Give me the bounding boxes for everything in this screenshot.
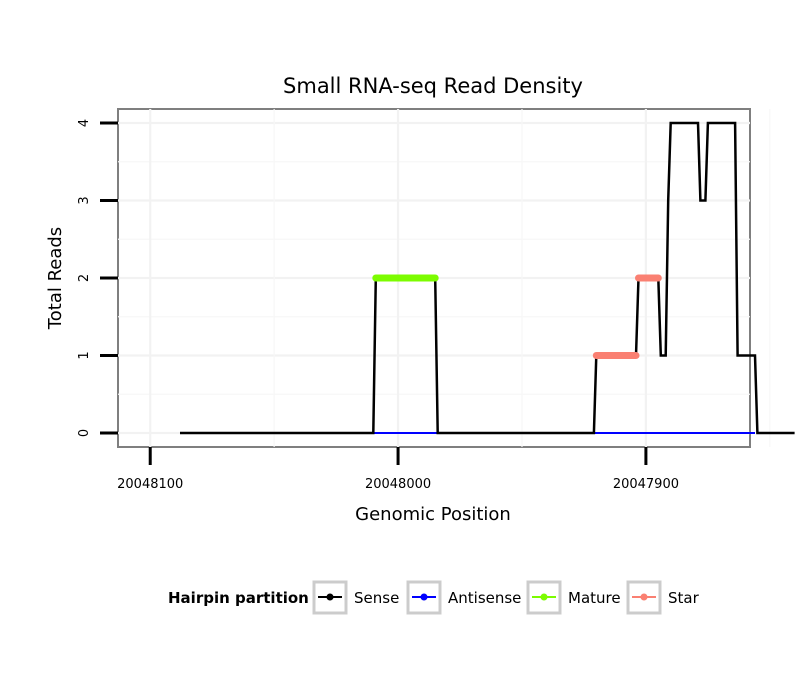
x-axis-label: Genomic Position <box>355 504 511 525</box>
legend-label-sense: Sense <box>354 589 399 607</box>
legend-title: Hairpin partition <box>168 589 309 607</box>
legend-point-star <box>640 593 648 601</box>
legend-entry-sense: Sense <box>312 580 399 615</box>
axis-layer: 0 1 2 3 4 20048100 20048000 20047900 <box>77 119 679 492</box>
legend-entry-star: Star <box>626 580 700 615</box>
y-tick-label-1: 1 <box>77 351 92 359</box>
y-tick-label-2: 2 <box>77 274 92 282</box>
legend-point-mature <box>540 593 548 601</box>
y-tick-label-3: 3 <box>77 196 92 204</box>
y-axis-label: Total Reads <box>45 227 66 330</box>
legend-label-mature: Mature <box>568 589 621 607</box>
sense-line <box>180 121 795 435</box>
legend-label-star: Star <box>668 589 700 607</box>
series-layer <box>180 121 795 435</box>
x-tick-label-2: 20047900 <box>613 477 679 492</box>
legend-point-sense <box>326 593 334 601</box>
y-tick-label-4: 4 <box>77 119 92 127</box>
legend-point-antisense <box>420 593 428 601</box>
y-tick-label-0: 0 <box>77 429 92 437</box>
x-tick-label-0: 20048100 <box>117 477 183 492</box>
x-tick-label-1: 20048000 <box>365 477 431 492</box>
legend-entry-mature: Mature <box>526 580 621 615</box>
chart-title: Small RNA-seq Read Density <box>283 74 583 98</box>
legend-label-antisense: Antisense <box>448 589 521 607</box>
legend-entry-antisense: Antisense <box>406 580 521 615</box>
legend: Hairpin partition Sense Antisense Mature… <box>168 580 700 615</box>
